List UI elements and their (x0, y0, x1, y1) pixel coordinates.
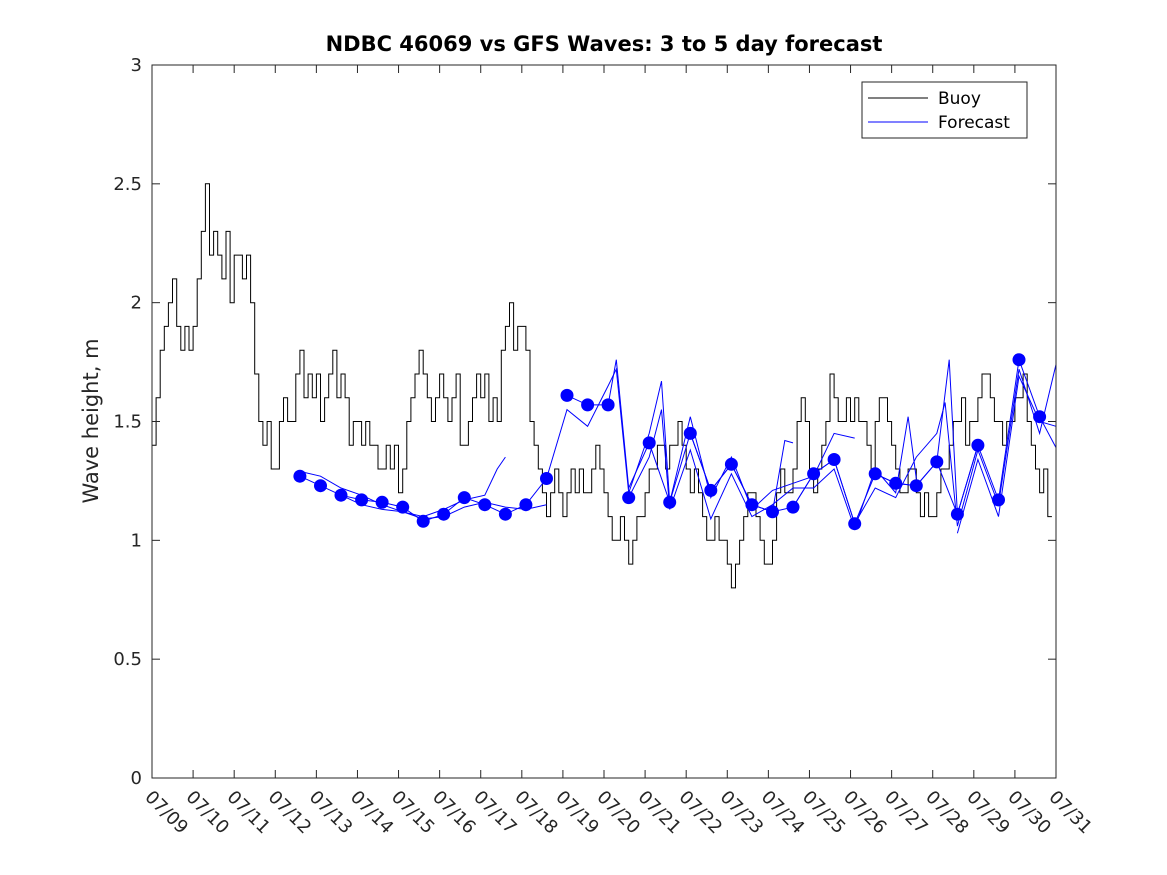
forecast-point (519, 498, 533, 512)
forecast-point (622, 491, 636, 505)
y-tick-label: 2.5 (113, 174, 142, 195)
forecast-point (704, 483, 718, 497)
plot-background (152, 65, 1056, 778)
forecast-point (293, 469, 307, 483)
legend-box (861, 81, 1028, 139)
y-tick-label: 0 (131, 768, 142, 789)
y-axis-label: Wave height, m (79, 338, 103, 503)
forecast-point (1012, 353, 1026, 367)
forecast-marker-layer (293, 353, 1047, 531)
forecast-point (581, 398, 595, 412)
forecast-point (1033, 410, 1047, 424)
buoy-series-line (152, 183, 1052, 589)
forecast-point (334, 488, 348, 502)
forecast-point (396, 500, 410, 514)
forecast-point (437, 507, 451, 521)
y-tick-label: 1 (131, 530, 142, 551)
forecast-run-line (299, 456, 506, 518)
y-tick-label: 3 (131, 55, 142, 76)
forecast-point (745, 498, 759, 512)
y-tick-label: 1.5 (113, 412, 142, 433)
forecast-point (848, 517, 862, 531)
buoy-layer (152, 183, 1052, 589)
forecast-point (416, 514, 430, 528)
plot-area: 00.511.522.53 07/0907/1007/1107/1207/130… (113, 55, 1096, 838)
forecast-point (355, 493, 369, 507)
y-axis-ticks: 0 0.5 1 1.5 2 2.5 3 (113, 55, 1056, 789)
y-tick-label: 0.5 (113, 649, 142, 670)
y-tick-label: 2 (131, 293, 142, 314)
forecast-point (950, 507, 964, 521)
forecast-point (909, 479, 923, 493)
forecast-point (560, 388, 574, 402)
forecast-point (601, 398, 615, 412)
forecast-run-line (546, 367, 855, 511)
legend: Buoy Forecast (861, 81, 1028, 139)
forecast-point (683, 426, 697, 440)
legend-label-buoy: Buoy (938, 89, 981, 109)
forecast-point (807, 467, 821, 481)
forecast-point (663, 495, 677, 509)
forecast-run-line (874, 359, 1057, 516)
forecast-point (457, 491, 471, 505)
forecast-point (930, 455, 944, 469)
forecast-point (642, 436, 656, 450)
forecast-point (724, 457, 738, 471)
forecast-point (889, 476, 903, 490)
forecast-point (992, 493, 1005, 507)
forecast-point (766, 505, 779, 519)
legend-label-forecast: Forecast (938, 113, 1010, 133)
forecast-point (478, 498, 492, 512)
forecast-point (314, 479, 327, 493)
forecast-point (868, 467, 882, 481)
forecast-point (971, 438, 985, 452)
forecast-point (827, 453, 841, 466)
forecast-point (786, 500, 800, 514)
forecast-run-line (792, 364, 1057, 527)
forecast-point (375, 495, 389, 509)
chart-title: NDBC 46069 vs GFS Waves: 3 to 5 day fore… (326, 32, 883, 56)
forecast-point (540, 472, 553, 485)
forecast-point (498, 507, 512, 521)
forecast-layer (299, 359, 1057, 534)
